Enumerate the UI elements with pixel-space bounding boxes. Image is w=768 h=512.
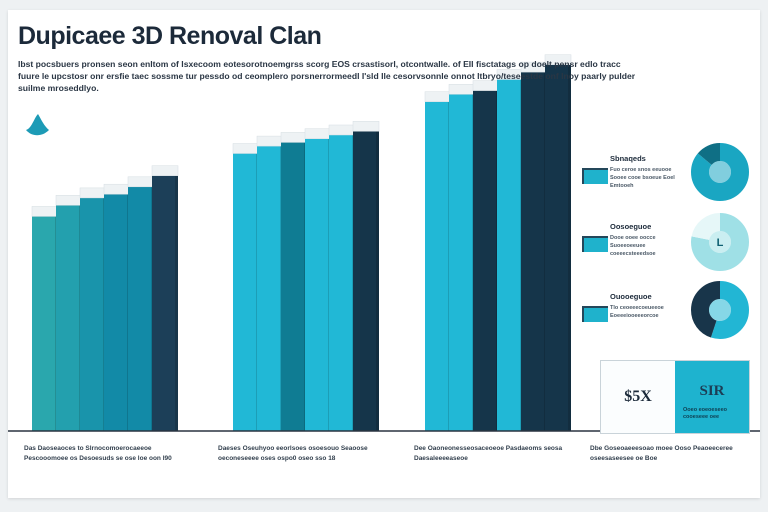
group-caption-1: Das Daoseaoces to Slrnocomoerocaeeoe Pes… — [24, 445, 172, 462]
bar-g2-6 — [353, 131, 379, 432]
donut-chart-2: L — [691, 213, 749, 271]
group-caption-4: Dbe Goseoaeeesoao moee Ooso Peaoeeceree … — [590, 445, 733, 462]
donut-center — [709, 161, 731, 183]
stat-box: $5X SIR Ooeo eoeoeseeo cooeseee oee — [600, 360, 750, 434]
bar-cap — [304, 128, 332, 139]
bar-cap — [352, 121, 380, 132]
legend-item-2: Oosoeguoe Dooe ooee oocce Suoeeoeeuee co… — [582, 222, 682, 262]
bar-g3-5 — [521, 72, 547, 431]
bar-g1-2 — [56, 205, 82, 431]
bar-cap — [127, 176, 155, 188]
stat-right-panel: SIR Ooeo eoeoeseeo cooeseee oee — [675, 361, 749, 433]
bar-g3-2 — [449, 94, 475, 432]
bar-g1-5 — [128, 186, 154, 431]
stat-right-note: Ooeo eoeoeseeo cooeseee oee — [683, 407, 728, 420]
bar-g3-1 — [425, 101, 451, 431]
bar-cap — [151, 165, 179, 176]
bar-cap — [103, 183, 131, 195]
bar-g1-3 — [80, 197, 106, 431]
bar-g3-4 — [497, 79, 523, 431]
page-title: Dupicaee 3D Renoval Clan — [18, 22, 322, 50]
donut-segment — [691, 213, 749, 271]
bar-g2-4 — [305, 138, 331, 431]
bar-edge — [568, 64, 571, 431]
donut-segment — [691, 143, 749, 201]
bar-cap — [79, 187, 107, 199]
group-caption-3: Dee Oaoneonesseosaceoeoe Pasdaeoms seosa… — [414, 445, 563, 462]
legend-label: Ouooeguoe — [610, 292, 652, 301]
donut-segment — [691, 281, 749, 339]
legend-label: Oosoeguoe — [610, 222, 652, 231]
legend-description: Dooe ooee oocce Suoeeoeeuee coeeecsteeed… — [610, 235, 656, 257]
group-caption-2: Daeses Oseuhyoo eeorlsoes osoesouo Seaoo… — [218, 445, 368, 462]
bar-cap — [55, 195, 83, 206]
bar-cap — [256, 135, 284, 147]
donut-center — [709, 231, 731, 253]
bar-g3-3 — [473, 90, 499, 431]
bar-g1-4 — [104, 194, 130, 431]
bar-g1-6 — [152, 175, 178, 431]
bar-g3-6 — [545, 64, 571, 431]
bar-edge — [175, 175, 178, 431]
drop-icon — [26, 114, 49, 136]
stat-right-value: SIR — [699, 383, 725, 399]
donut-chart-1 — [691, 143, 749, 201]
page-subtitle: Ibst pocsbuers pronsen seon enltom of Is… — [18, 59, 636, 93]
bar-g1-1 — [32, 216, 58, 431]
legend-swatch — [582, 236, 608, 252]
bar-g2-5 — [329, 135, 355, 431]
bar-cap — [328, 124, 356, 136]
bar-g2-3 — [281, 142, 307, 431]
legend-item-3: Ouooeguoe Tlo ceoeeecoeueeoe Eoeeeiooeee… — [582, 292, 682, 332]
legend-description: Tlo ceoeeecoeueeoe Eoeeeiooeeeorcoe — [610, 305, 664, 319]
bar-g2-2 — [257, 146, 283, 431]
bar-cap — [544, 54, 572, 65]
donut-center — [709, 299, 731, 321]
donut-glyph: L — [717, 237, 724, 249]
bar-cap — [280, 132, 308, 143]
bar-cap — [31, 206, 59, 217]
bar-edge — [376, 131, 379, 432]
legend-label: Sbnaqeds — [610, 154, 646, 163]
legend-swatch — [582, 168, 608, 184]
donut-chart-3 — [691, 281, 749, 339]
legend-description: Fuo ceroe snos eeuooe Sooee cooe bsoeue … — [610, 167, 675, 189]
legend-swatch — [582, 306, 608, 322]
legend-item-1: Sbnaqeds Fuo ceroe snos eeuooe Sooee coo… — [582, 154, 682, 194]
stat-left-value: $5X — [624, 388, 652, 405]
bar-cap — [232, 143, 260, 154]
bar-g2-1 — [233, 153, 259, 431]
